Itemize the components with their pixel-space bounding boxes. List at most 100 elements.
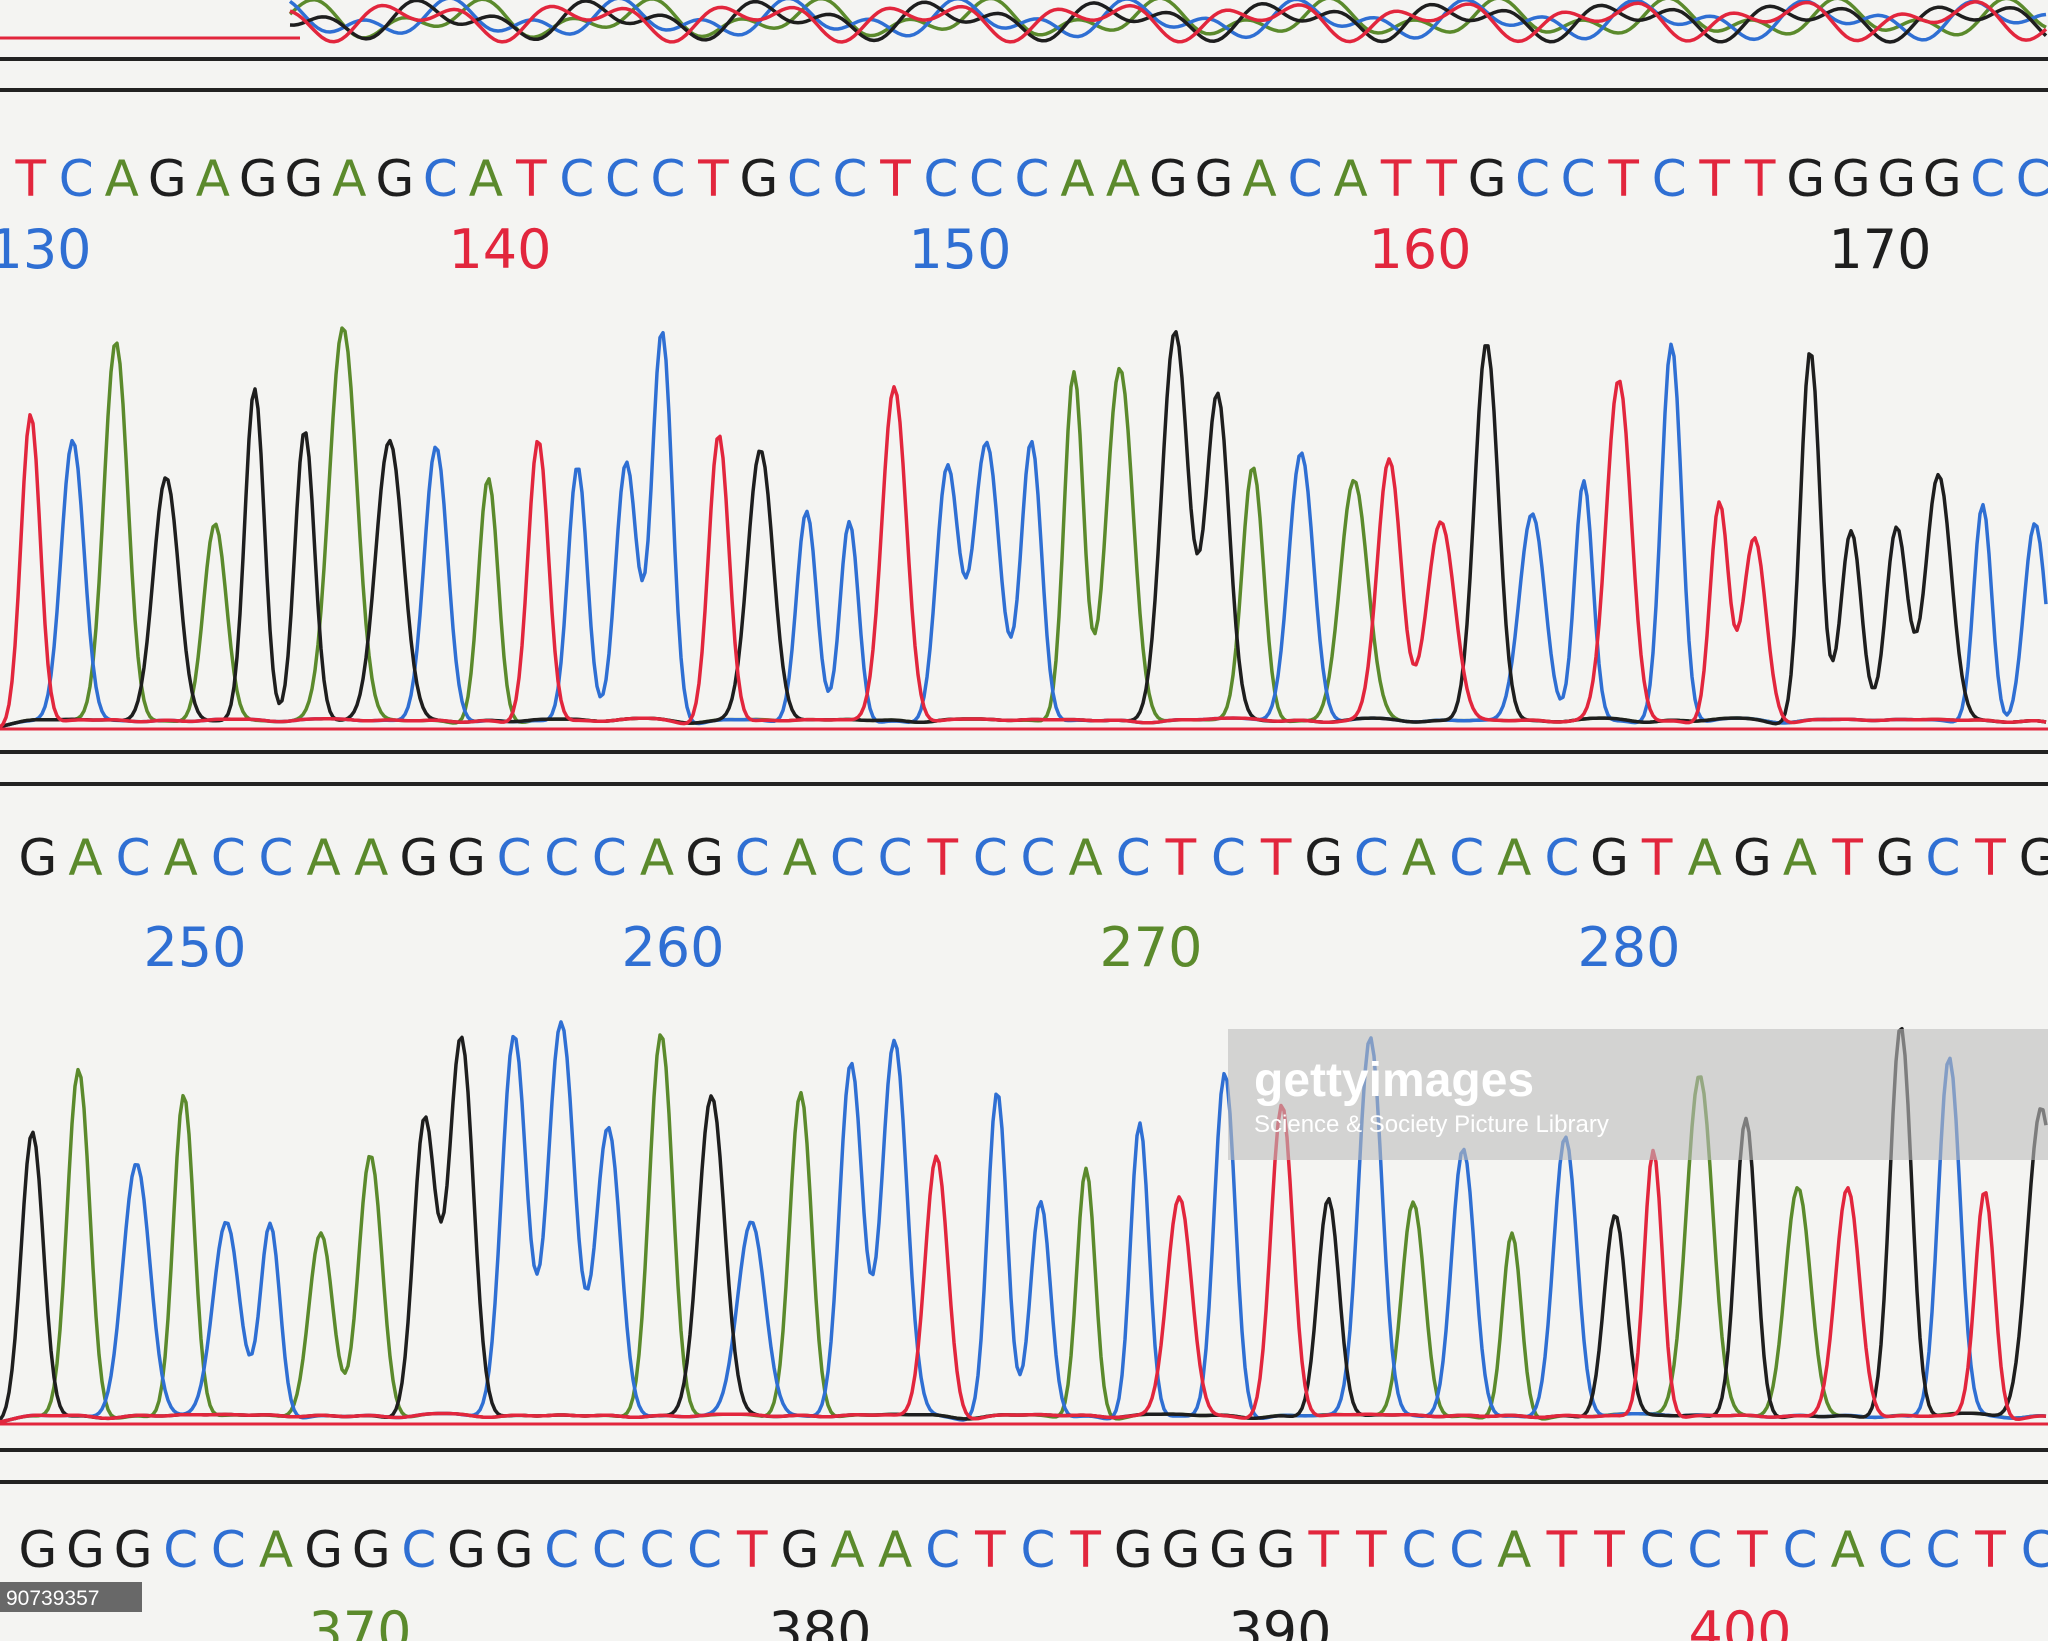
- base-letter: A: [332, 150, 366, 208]
- base-letter: C: [1878, 1521, 1913, 1579]
- base-letter: A: [105, 150, 139, 208]
- image-id: 90739357: [6, 1587, 99, 1610]
- base-letter: G: [685, 829, 724, 887]
- base-letter: C: [497, 829, 532, 887]
- base-letter: G: [1162, 1521, 1201, 1579]
- base-letter: T: [1593, 1521, 1625, 1579]
- base-letter: T: [1165, 829, 1197, 887]
- base-letter: A: [196, 150, 230, 208]
- base-letter: T: [1546, 1521, 1578, 1579]
- base-letter: C: [735, 829, 770, 887]
- base-letter: C: [640, 1521, 675, 1579]
- base-letter: C: [1970, 150, 2005, 208]
- base-letter: C: [211, 829, 246, 887]
- base-letter: C: [925, 1521, 960, 1579]
- base-letter: G: [495, 1521, 534, 1579]
- base-letter: C: [830, 829, 865, 887]
- base-letter: A: [164, 829, 198, 887]
- position-number: 280: [1577, 916, 1680, 979]
- position-number: 250: [143, 916, 246, 979]
- base-letter: C: [211, 1521, 246, 1579]
- base-letter: C: [1640, 1521, 1675, 1579]
- base-letter: G: [66, 1521, 105, 1579]
- base-letter: G: [304, 1521, 343, 1579]
- base-letter: A: [1242, 150, 1276, 208]
- position-number: 150: [908, 218, 1011, 281]
- base-letter: G: [1923, 150, 1962, 208]
- base-letter: G: [114, 1521, 153, 1579]
- base-letter: G: [375, 150, 414, 208]
- trace: [0, 379, 2047, 729]
- base-letter: T: [697, 150, 729, 208]
- base-letter: A: [640, 829, 674, 887]
- base-letter: C: [1925, 829, 1960, 887]
- base-letter: A: [259, 1521, 293, 1579]
- position-number: 390: [1228, 1600, 1331, 1641]
- base-letter: T: [1069, 1521, 1101, 1579]
- position-number: 140: [448, 218, 551, 281]
- base-letter: C: [423, 150, 458, 208]
- base-letter: C: [2016, 150, 2048, 208]
- base-letter: G: [1877, 150, 1916, 208]
- base-letter: C: [650, 150, 685, 208]
- base-letter: C: [59, 150, 94, 208]
- base-letter: C: [592, 1521, 627, 1579]
- base-letter: T: [974, 1521, 1006, 1579]
- base-letter: A: [354, 829, 388, 887]
- base-letter: G: [1876, 829, 1915, 887]
- traces: [0, 0, 2048, 1426]
- position-number: 130: [0, 218, 92, 281]
- base-letter: C: [1354, 829, 1389, 887]
- base-letter: G: [447, 829, 486, 887]
- base-letter: G: [740, 150, 779, 208]
- base-letter: T: [1641, 829, 1673, 887]
- base-letter: C: [592, 829, 627, 887]
- base-letter: C: [605, 150, 640, 208]
- position-number: 400: [1688, 1600, 1791, 1641]
- base-letter: G: [352, 1521, 391, 1579]
- base-letter: C: [258, 829, 293, 887]
- base-letter: T: [14, 150, 46, 208]
- position-number: 270: [1099, 916, 1202, 979]
- base-letter: C: [687, 1521, 722, 1579]
- base-letter: G: [1786, 150, 1825, 208]
- base-letter: C: [1449, 1521, 1484, 1579]
- base-letter: C: [1116, 829, 1151, 887]
- base-letter: C: [163, 1521, 198, 1579]
- base-letter: G: [1468, 150, 1507, 208]
- base-letter: T: [1698, 150, 1730, 208]
- base-letter: T: [1831, 829, 1863, 887]
- base-letter: G: [1832, 150, 1871, 208]
- base-letter: C: [973, 829, 1008, 887]
- base-letter: A: [1069, 829, 1103, 887]
- base-letter: A: [306, 829, 340, 887]
- base-letter: C: [1211, 829, 1246, 887]
- base-letter: A: [783, 829, 817, 887]
- base-letter: A: [68, 829, 102, 887]
- position-number: 260: [621, 916, 724, 979]
- base-letter: C: [1544, 829, 1579, 887]
- base-letter: A: [1060, 150, 1094, 208]
- position-number: 380: [768, 1600, 871, 1641]
- base-letter: C: [544, 1521, 579, 1579]
- base-letter: T: [1425, 150, 1457, 208]
- base-letter: C: [1687, 1521, 1722, 1579]
- base-letter: G: [1304, 829, 1343, 887]
- base-letter: G: [780, 1521, 819, 1579]
- base-letter: C: [924, 150, 959, 208]
- base-letter: G: [399, 829, 438, 887]
- base-letter: C: [1021, 1521, 1056, 1579]
- base-letter: A: [1333, 150, 1367, 208]
- base-letter: C: [787, 150, 822, 208]
- base-letter: G: [2019, 829, 2048, 887]
- base-letter: A: [1688, 829, 1722, 887]
- base-letter: T: [1736, 1521, 1768, 1579]
- base-letter: A: [1402, 829, 1436, 887]
- base-letter: C: [1449, 829, 1484, 887]
- base-letter: C: [878, 829, 913, 887]
- trace: [0, 1103, 2047, 1424]
- base-letter: G: [284, 150, 323, 208]
